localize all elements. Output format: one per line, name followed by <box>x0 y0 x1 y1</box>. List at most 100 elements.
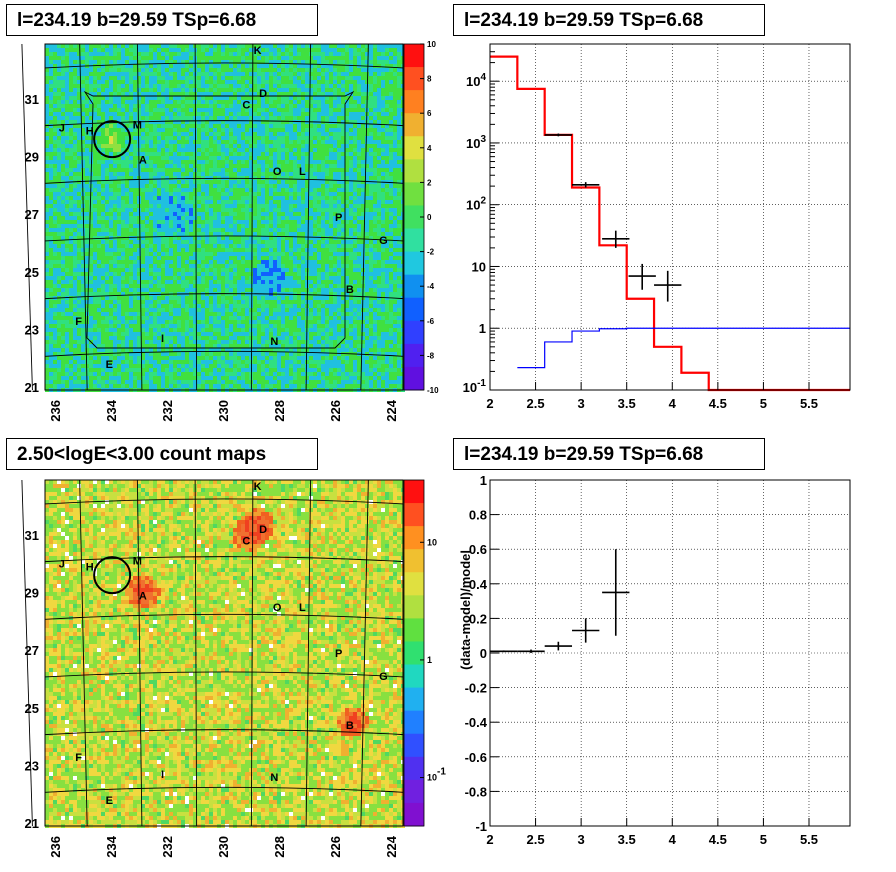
map-pixel <box>253 276 257 280</box>
map-pixel <box>165 312 169 316</box>
map-pixel <box>173 104 177 108</box>
map-pixel <box>53 312 57 316</box>
map-pixel <box>153 300 157 304</box>
map-pixel <box>261 356 265 360</box>
map-pixel <box>49 68 53 72</box>
map-pixel <box>269 44 273 48</box>
map-pixel <box>125 176 129 180</box>
map-pixel <box>49 220 53 224</box>
map-pixel <box>57 272 61 276</box>
map-pixel <box>157 228 161 232</box>
map-pixel <box>133 376 137 380</box>
map-pixel <box>205 104 209 108</box>
map-pixel <box>217 184 221 188</box>
map-pixel <box>181 184 185 188</box>
map-pixel <box>221 92 225 96</box>
map-pixel <box>177 232 181 236</box>
map-pixel <box>261 320 265 324</box>
map-pixel <box>125 168 129 172</box>
map-pixel <box>181 336 185 340</box>
map-pixel <box>157 168 161 172</box>
map-pixel <box>161 224 165 228</box>
map-pixel <box>225 364 229 368</box>
map-pixel <box>129 112 133 116</box>
map-pixel <box>157 344 161 348</box>
map-pixel <box>89 260 93 264</box>
map-pixel <box>193 216 197 220</box>
map-pixel <box>185 184 189 188</box>
map-pixel <box>173 380 177 384</box>
map-pixel <box>185 340 189 344</box>
map-pixel <box>109 56 113 60</box>
map-pixel <box>209 264 213 268</box>
map-pixel <box>69 88 73 92</box>
map-pixel <box>269 68 273 72</box>
map-pixel <box>57 264 61 268</box>
map-pixel <box>49 192 53 196</box>
map-pixel <box>161 260 165 264</box>
map-pixel <box>205 100 209 104</box>
map-pixel <box>157 196 161 200</box>
map-pixel <box>57 300 61 304</box>
map-pixel <box>221 236 225 240</box>
map-pixel <box>129 316 133 320</box>
map-pixel <box>253 48 257 52</box>
map-pixel <box>241 320 245 324</box>
map-pixel <box>233 84 237 88</box>
map-pixel <box>189 104 193 108</box>
map-pixel <box>249 288 253 292</box>
map-pixel <box>201 280 205 284</box>
map-pixel <box>265 208 269 212</box>
map-pixel <box>273 72 277 76</box>
map-pixel <box>165 296 169 300</box>
map-pixel <box>53 380 57 384</box>
map-pixel <box>269 120 273 124</box>
map-pixel <box>225 204 229 208</box>
map-pixel <box>65 344 69 348</box>
map-pixel <box>141 260 145 264</box>
map-pixel <box>69 280 73 284</box>
map-pixel <box>225 164 229 168</box>
map-pixel <box>257 84 261 88</box>
map-pixel <box>245 344 249 348</box>
map-pixel <box>129 196 133 200</box>
map-pixel <box>225 116 229 120</box>
map-pixel <box>257 188 261 192</box>
map-pixel <box>49 336 53 340</box>
map-pixel <box>265 52 269 56</box>
map-pixel <box>225 300 229 304</box>
map-pixel <box>121 184 125 188</box>
map-pixel <box>245 252 249 256</box>
map-pixel <box>193 196 197 200</box>
map-pixel <box>165 224 169 228</box>
map-pixel <box>237 252 241 256</box>
map-pixel <box>149 60 153 64</box>
map-pixel <box>153 216 157 220</box>
map-pixel <box>225 344 229 348</box>
map-pixel <box>201 356 205 360</box>
map-pixel <box>181 96 185 100</box>
map-pixel <box>265 112 269 116</box>
map-pixel <box>81 284 85 288</box>
map-pixel <box>105 280 109 284</box>
map-pixel <box>245 104 249 108</box>
map-pixel <box>153 320 157 324</box>
map-pixel <box>129 192 133 196</box>
map-pixel <box>141 340 145 344</box>
map-pixel <box>165 84 169 88</box>
map-pixel <box>93 324 97 328</box>
map-pixel <box>253 76 257 80</box>
map-pixel <box>93 168 97 172</box>
map-pixel <box>53 324 57 328</box>
map-pixel <box>217 268 221 272</box>
map-pixel <box>49 44 53 48</box>
map-pixel <box>197 44 201 48</box>
map-pixel <box>81 108 85 112</box>
map-pixel <box>169 60 173 64</box>
map-pixel <box>73 272 77 276</box>
map-pixel <box>241 88 245 92</box>
map-pixel <box>225 148 229 152</box>
map-pixel <box>137 96 141 100</box>
map-pixel <box>273 160 277 164</box>
map-pixel <box>181 60 185 64</box>
